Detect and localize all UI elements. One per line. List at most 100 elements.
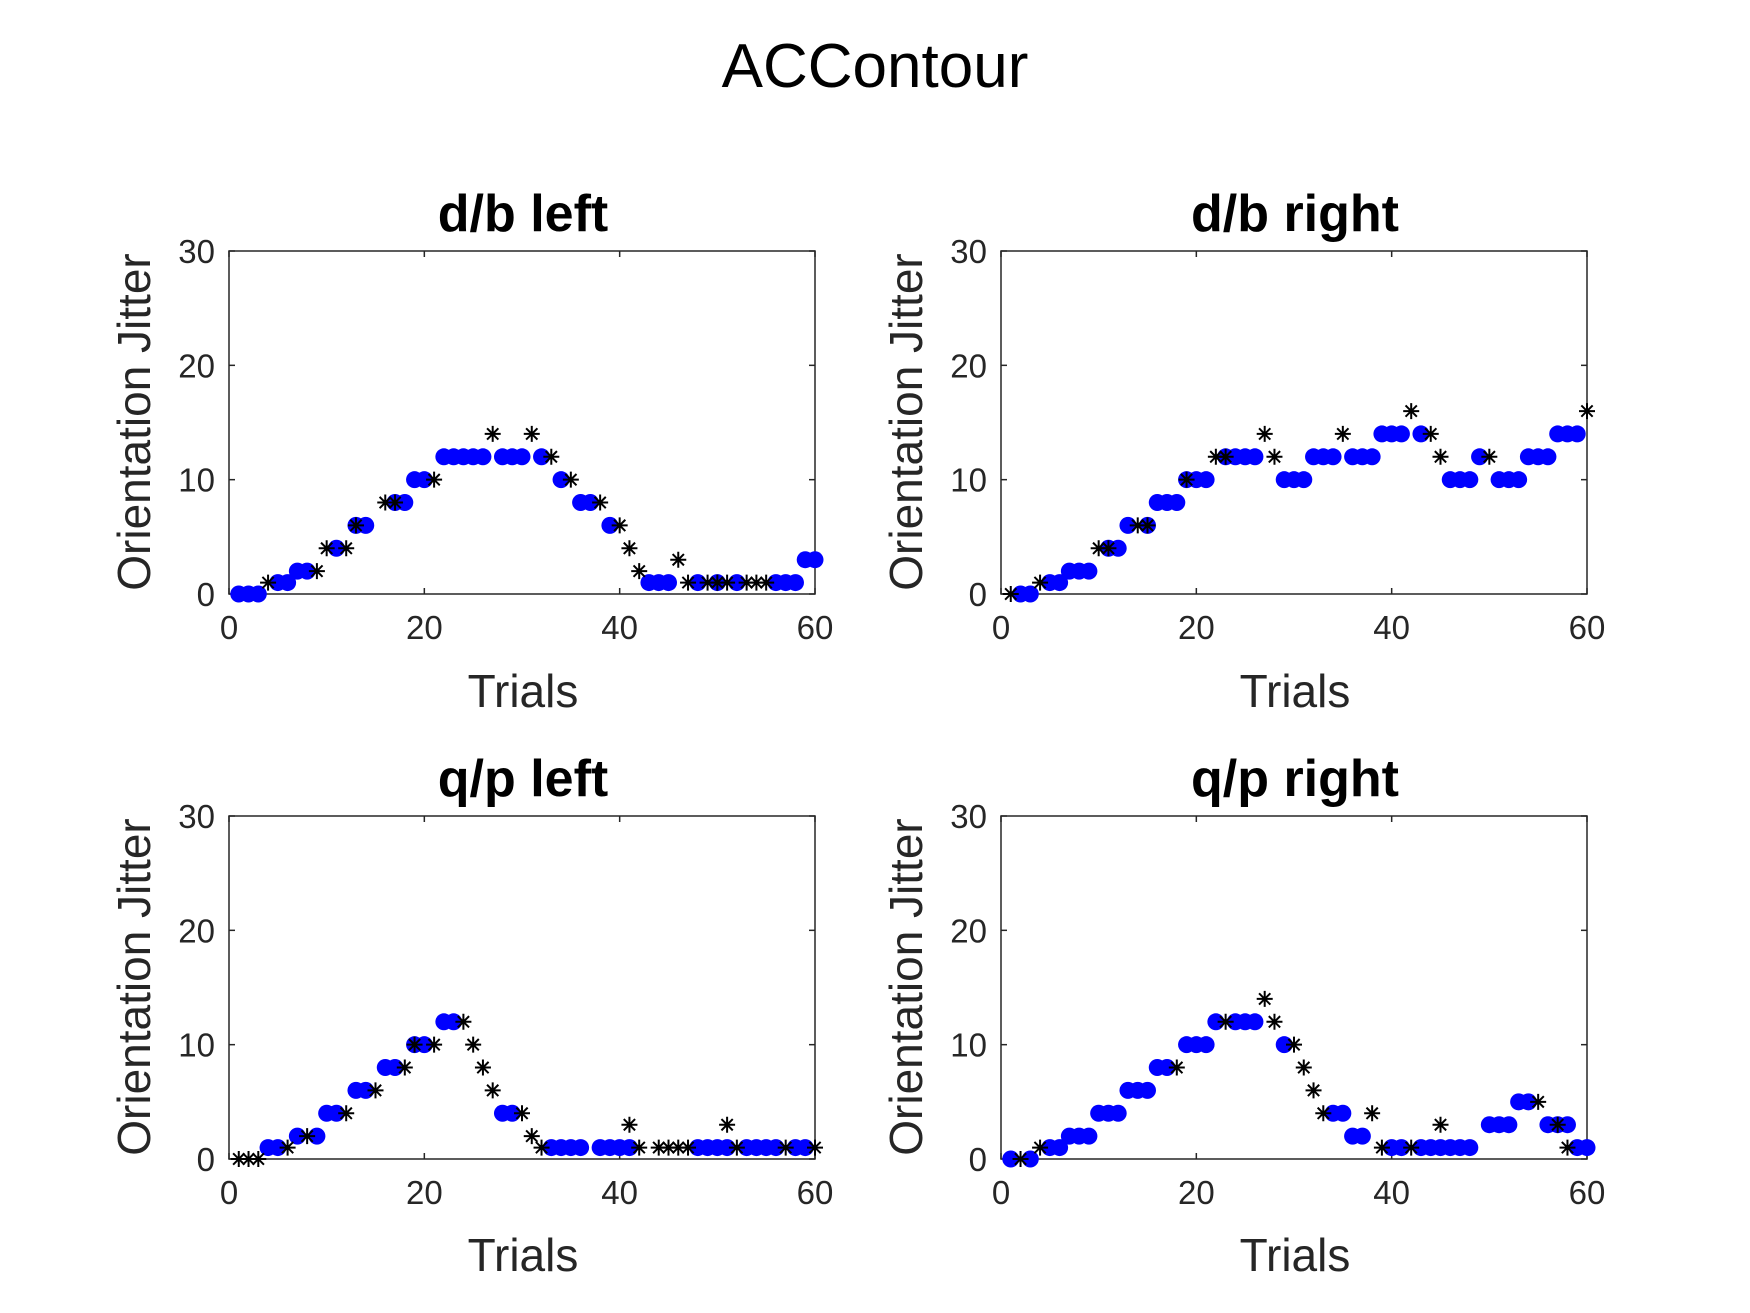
asterisk-point [465,1036,482,1053]
y-tick-label: 10 [178,462,215,499]
circle-point [1295,471,1313,489]
asterisk-point [1295,1059,1312,1076]
subplot-title: q/p right [1191,750,1399,808]
x-ticks: 0 20 40 60 [220,816,834,1211]
circle-point [1109,1104,1127,1122]
y-tick-label: 10 [178,1027,215,1064]
data-points [230,1013,823,1167]
figure-title: ACContour [722,32,1029,101]
asterisk-point [1364,1105,1381,1122]
asterisk-point [1432,448,1449,465]
asterisk-point [1032,574,1049,591]
asterisk-point [1403,1139,1420,1156]
plot-frame [228,250,816,595]
circle-point [1461,1139,1479,1157]
circle-point [1353,1127,1371,1145]
circle-point [1461,471,1479,489]
asterisk-point [1530,1093,1547,1110]
asterisk-point [1432,1116,1449,1133]
circle-point [1324,448,1342,466]
y-axis-label: Orientation Jitter [108,253,160,590]
asterisk-point [387,494,404,511]
y-tick-label: 0 [969,1141,987,1178]
x-tick-label: 60 [797,609,834,646]
y-tick-label: 10 [950,462,987,499]
circle-point [1539,448,1557,466]
asterisk-point [1403,403,1420,420]
y-axis-label: Orientation Jitter [108,818,160,1155]
circle-point [786,574,804,592]
asterisk-point [670,551,687,568]
circle-point [806,551,824,569]
x-ticks: 0 20 40 60 [220,251,834,646]
asterisk-point [738,574,755,591]
asterisk-point [308,563,325,580]
plot-frame [1000,250,1588,595]
circle-point [572,1139,590,1157]
asterisk-point [1422,425,1439,442]
y-tick-label: 30 [950,798,987,835]
y-tick-label: 0 [969,576,987,613]
asterisk-point [484,1082,501,1099]
asterisk-point [719,574,736,591]
asterisk-point [1217,1013,1234,1030]
x-tick-label: 0 [992,609,1010,646]
asterisk-point [260,574,277,591]
subplot-title: d/b left [438,185,608,243]
x-axis-label: Trials [1240,1229,1351,1281]
x-tick-label: 0 [992,1174,1010,1211]
x-axis-label: Trials [468,665,579,717]
circle-point [474,448,492,466]
circle-point [1139,1081,1156,1099]
plot-frame [228,815,816,1160]
y-ticks: 0 10 20 30 [178,233,815,613]
y-ticks: 0 10 20 30 [950,798,1587,1178]
x-tick-label: 60 [1569,1174,1606,1211]
asterisk-point [1315,1105,1332,1122]
asterisk-point [680,574,697,591]
asterisk-point [660,1139,677,1156]
asterisk-point [1305,1082,1322,1099]
asterisk-point [592,494,609,511]
asterisk-point [748,574,765,591]
y-tick-label: 10 [950,1027,987,1064]
x-tick-label: 20 [406,609,443,646]
x-tick-label: 60 [797,1174,834,1211]
circle-point [1500,1116,1518,1134]
x-ticks: 0 20 40 60 [992,816,1606,1211]
asterisk-point [484,425,501,442]
asterisk-point [426,1036,443,1053]
x-ticks: 0 20 40 60 [992,251,1605,646]
circle-point [513,448,531,466]
asterisk-point [240,1151,257,1167]
asterisk-point [396,1059,413,1076]
asterisk-point [1012,1151,1029,1167]
asterisk-point [777,1139,794,1156]
x-tick-label: 20 [1178,609,1215,646]
asterisk-point [621,540,638,557]
asterisk-point [377,494,394,511]
asterisk-point [338,1105,355,1122]
asterisk-point [562,471,579,488]
circle-point [249,585,267,603]
asterisk-point [650,1139,667,1156]
asterisk-point [1217,448,1234,465]
asterisk-point [367,1082,384,1099]
x-tick-label: 20 [406,1174,443,1211]
x-tick-label: 20 [1178,1174,1215,1211]
x-tick-label: 40 [1373,1174,1410,1211]
asterisk-point [514,1105,530,1122]
circle-point [1168,494,1186,512]
x-tick-label: 40 [601,609,638,646]
asterisk-point [699,574,716,591]
circle-point [1246,448,1264,466]
subplot-title: q/p left [438,750,608,808]
asterisk-point [631,563,648,580]
circle-point [279,574,297,592]
x-axis-label: Trials [1240,665,1351,717]
plot-frame [1000,815,1588,1160]
asterisk-point [406,1036,423,1053]
asterisk-point [1168,1059,1185,1076]
y-tick-label: 20 [950,912,987,949]
asterisk-point [1373,1139,1390,1156]
